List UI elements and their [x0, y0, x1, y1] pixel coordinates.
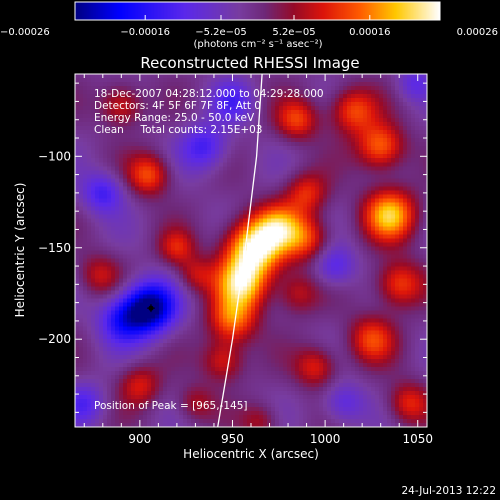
heatmap-image [75, 74, 427, 427]
colorbar-tick-label: 5.2e−05 [272, 27, 315, 38]
y-tick-label: −150 [38, 241, 71, 255]
plot-area: 900 950 1000 1050 −100 −150 −200 [38, 73, 433, 446]
colorbar-tick-label: −0.00016 [120, 27, 170, 38]
colorbar-unit-label: (photons cm⁻² s⁻¹ asec⁻²) [193, 39, 322, 50]
peak-position-text: Position of Peak = [965,-145] [94, 400, 248, 412]
x-axis-label: Heliocentric X (arcsec) [183, 447, 319, 461]
timestamp: 24-Jul-2013 12:22 [401, 485, 496, 497]
chart-title: Reconstructed RHESSI Image [140, 54, 359, 72]
colorbar-gradient [75, 2, 440, 20]
colorbar-tick-label: −0.00026 [0, 27, 50, 38]
colorbar: −0.00026 −0.00016 −5.2e−05 5.2e−05 0.00016 0.… [0, 1, 498, 50]
colorbar-frame [74, 1, 441, 21]
info-line-time: 18-Dec-2007 04:28:12.000 to 04:29:28.000 [94, 88, 324, 100]
x-tick-label: 1000 [310, 432, 341, 446]
x-tick-label: 900 [128, 432, 151, 446]
solar-limb-line [217, 73, 263, 428]
info-line-detectors: Detectors: 4F 5F 6F 7F 8F, Att 0 [94, 100, 261, 112]
colorbar-tick-label: 0.00026 [457, 27, 498, 38]
y-tick-label: −200 [38, 332, 71, 346]
y-axis-label: Heliocentric Y (arcsec) [13, 183, 27, 318]
colorbar-ticks: −0.00026 −0.00016 −5.2e−05 5.2e−05 0.00016 0.… [0, 15, 498, 38]
colorbar-tick-label: −5.2e−05 [195, 27, 247, 38]
colorbar-tick-label: 0.00016 [349, 27, 390, 38]
x-tick-label: 950 [221, 432, 244, 446]
info-block: 18-Dec-2007 04:28:12.000 to 04:29:28.000… [94, 88, 324, 412]
x-tick-label: 1050 [402, 432, 433, 446]
axis-ticks: 900 950 1000 1050 −100 −150 −200 [38, 74, 433, 446]
info-line-energy: Energy Range: 25.0 - 50.0 keV [94, 112, 255, 124]
info-line-counts: Clean Total counts: 2.15E+03 [94, 124, 263, 136]
peak-marker [146, 304, 155, 313]
y-tick-label: −100 [38, 149, 71, 163]
